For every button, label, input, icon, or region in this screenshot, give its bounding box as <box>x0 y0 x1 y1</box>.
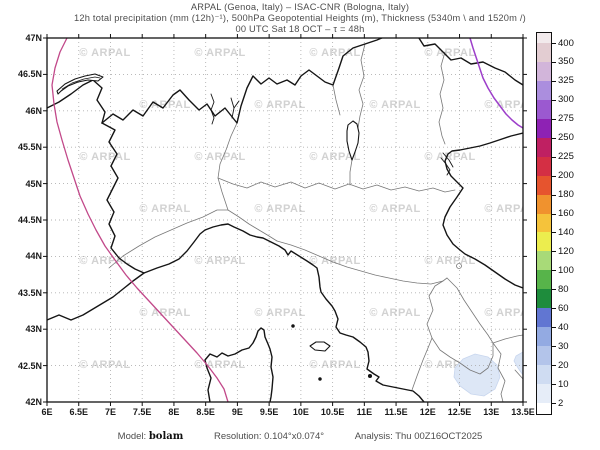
colorbar-segment <box>537 289 551 309</box>
colorbar-segment <box>537 137 551 157</box>
arpal-watermark: © ARPAL <box>424 255 476 267</box>
arpal-watermark: © ARPAL <box>484 203 523 215</box>
arpal-watermark: © ARPAL <box>369 99 421 111</box>
arpal-watermark: © ARPAL <box>309 151 361 163</box>
colorbar-segment <box>537 403 551 413</box>
arpal-watermark: © ARPAL <box>369 307 421 319</box>
arpal-watermark: © ARPAL <box>254 99 306 111</box>
colorbar-segment <box>537 194 551 214</box>
model-value: bolam <box>148 431 184 442</box>
coastlines-and-borders <box>47 38 523 402</box>
arpal-watermark: © ARPAL <box>424 151 476 163</box>
colorbar-segment <box>537 80 551 100</box>
san-marino-outline <box>456 263 462 269</box>
resolution-label: Resolution: <box>213 431 262 442</box>
analysis-info: Analysis: Thu 00Z16OCT2025 <box>355 431 483 442</box>
arpal-watermark: © ARPAL <box>194 47 246 59</box>
lake-maggiore <box>210 93 215 125</box>
arpal-watermark: © ARPAL <box>79 359 131 371</box>
arpal-watermark: © ARPAL <box>369 203 421 215</box>
colorbar-segment <box>537 156 551 176</box>
thickness-1520-contour <box>469 38 523 129</box>
resolution-value: 0.104°x0.074° <box>264 431 325 442</box>
footer-info: Model: bolam Resolution: 0.104°x0.074° A… <box>0 431 600 442</box>
arpal-watermark: © ARPAL <box>309 359 361 371</box>
colorbar-segment <box>537 118 551 138</box>
title-block: ARPAL (Genoa, Italy) – ISAC-CNR (Bologna… <box>0 2 600 35</box>
colorbar-segment <box>537 232 551 252</box>
arpal-watermark: © ARPAL <box>484 307 523 319</box>
arpal-watermark: © ARPAL <box>309 255 361 267</box>
analysis-value: Thu 00Z16OCT2025 <box>395 431 483 442</box>
colorbar-segment <box>537 327 551 347</box>
title-institutions: ARPAL (Genoa, Italy) – ISAC-CNR (Bologna… <box>190 2 410 12</box>
arpal-watermark: © ARPAL <box>254 307 306 319</box>
colorbar-segment <box>537 61 551 81</box>
colorbar-segment <box>537 175 551 195</box>
arpal-watermark: © ARPAL <box>309 47 361 59</box>
precipitation-shading <box>453 351 523 397</box>
resolution-info: Resolution: 0.104°x0.074° <box>214 431 327 442</box>
model-info: Model: bolam <box>118 431 186 442</box>
precipitation-colorbar <box>536 32 552 415</box>
lake-geneva <box>56 73 104 95</box>
colorbar-segment <box>537 346 551 366</box>
title-validity: 00 UTC Sat 18 OCT – τ = 48h <box>235 24 365 34</box>
arpal-watermark: © ARPAL <box>194 151 246 163</box>
colorbar-segment <box>537 384 551 403</box>
colorbar-segment <box>537 33 551 43</box>
analysis-label: Analysis: <box>354 431 393 442</box>
arpal-watermark: © ARPAL <box>139 307 191 319</box>
axis-ticks <box>43 34 527 406</box>
venice-lagoon <box>440 152 454 176</box>
geography-layer <box>47 38 523 402</box>
thickness-5340-contour <box>51 38 229 402</box>
arpal-watermark: © ARPAL <box>79 47 131 59</box>
arpal-watermark: © ARPAL <box>424 47 476 59</box>
arpal-watermark: © ARPAL <box>139 203 191 215</box>
colorbar-segment <box>537 43 551 62</box>
colorbar-segment <box>537 99 551 119</box>
arpal-watermark: © ARPAL <box>194 255 246 267</box>
graticule-grid <box>47 38 523 402</box>
colorbar-segment <box>537 308 551 328</box>
colorbar-segment <box>537 365 551 385</box>
lakes-islands <box>56 73 454 381</box>
arpal-watermark: © ARPAL <box>254 203 306 215</box>
colorbar-segment <box>537 213 551 233</box>
elba-island <box>309 341 331 352</box>
regional-borders <box>108 43 523 402</box>
colorbar-segment <box>537 251 551 271</box>
title-fields: 12h total precipitation (mm (12h)⁻¹), 50… <box>74 13 526 23</box>
lake-garda <box>346 120 360 161</box>
model-label: Model: <box>117 431 147 442</box>
arpal-watermark: © ARPAL <box>484 99 523 111</box>
lake-como <box>230 97 240 119</box>
colorbar-segment <box>537 270 551 290</box>
